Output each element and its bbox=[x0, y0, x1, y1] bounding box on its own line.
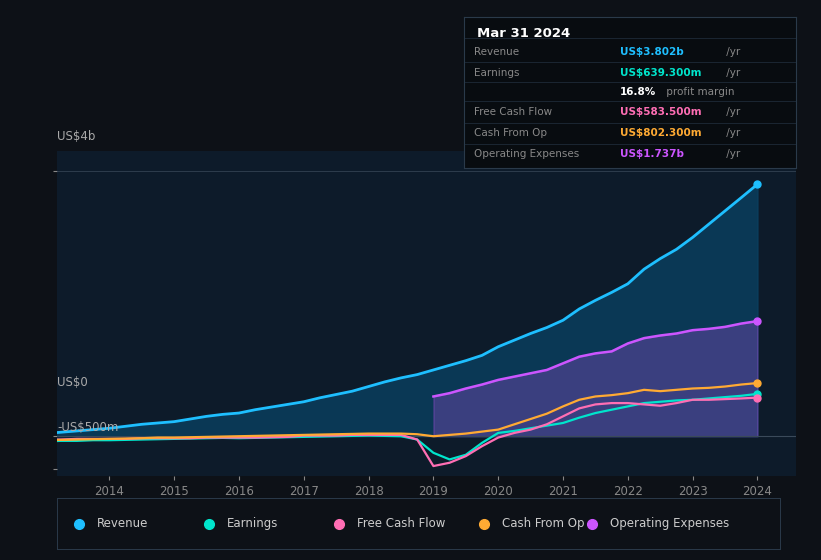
Text: /yr: /yr bbox=[723, 46, 741, 57]
Text: /yr: /yr bbox=[723, 68, 741, 78]
Text: US$583.500m: US$583.500m bbox=[620, 107, 702, 117]
Text: Operating Expenses: Operating Expenses bbox=[610, 517, 729, 530]
Text: Free Cash Flow: Free Cash Flow bbox=[357, 517, 446, 530]
Text: /yr: /yr bbox=[723, 128, 741, 138]
Text: /yr: /yr bbox=[723, 107, 741, 117]
Text: US$639.300m: US$639.300m bbox=[620, 68, 702, 78]
Text: US$802.300m: US$802.300m bbox=[620, 128, 702, 138]
Text: Earnings: Earnings bbox=[227, 517, 278, 530]
Text: /yr: /yr bbox=[723, 150, 741, 160]
Text: Revenue: Revenue bbox=[97, 517, 149, 530]
Text: Operating Expenses: Operating Expenses bbox=[474, 150, 579, 160]
Text: US$0: US$0 bbox=[57, 376, 88, 389]
Text: -US$500m: -US$500m bbox=[57, 421, 119, 434]
Text: US$1.737b: US$1.737b bbox=[620, 150, 684, 160]
Text: US$3.802b: US$3.802b bbox=[620, 46, 684, 57]
Text: Free Cash Flow: Free Cash Flow bbox=[474, 107, 552, 117]
Text: US$4b: US$4b bbox=[57, 130, 96, 143]
Text: Mar 31 2024: Mar 31 2024 bbox=[477, 27, 571, 40]
Text: 16.8%: 16.8% bbox=[620, 87, 657, 97]
Text: Revenue: Revenue bbox=[474, 46, 519, 57]
Text: Earnings: Earnings bbox=[474, 68, 520, 78]
Text: profit margin: profit margin bbox=[663, 87, 735, 97]
Text: Cash From Op: Cash From Op bbox=[502, 517, 585, 530]
Text: Cash From Op: Cash From Op bbox=[474, 128, 547, 138]
